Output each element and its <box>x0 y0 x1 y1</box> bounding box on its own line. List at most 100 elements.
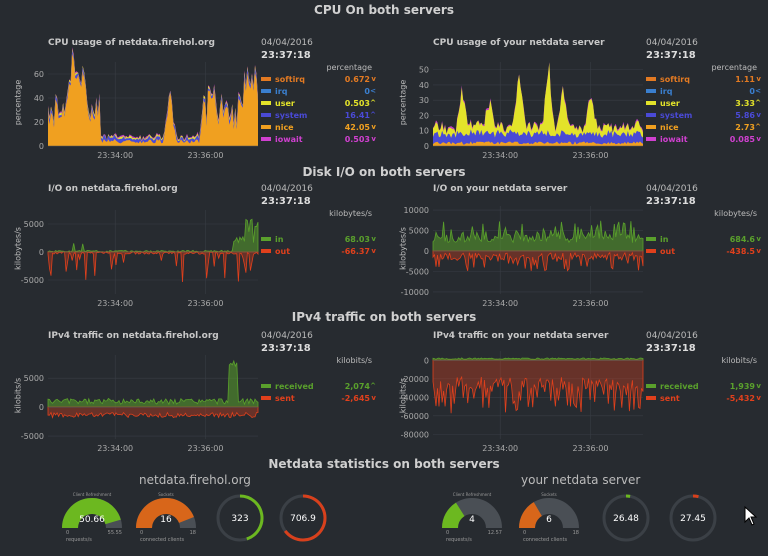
gauge-max: 55.55 <box>108 530 122 536</box>
legend-name: in <box>660 235 669 244</box>
legend-item-irq[interactable]: irq 0 < <box>646 86 761 98</box>
legend-value: 684.6 <box>729 235 755 244</box>
legend-item-system[interactable]: system 5.86 v <box>646 110 761 122</box>
legend-name: system <box>275 111 308 120</box>
legend-item-received[interactable]: received 1,939 v <box>646 381 761 393</box>
chart-ipv4-your-server[interactable]: IPv4 traffic on your netdata server 04/04… <box>385 331 765 473</box>
y-tick-label: 60 <box>34 70 44 79</box>
donut-value: 26.48 <box>613 514 639 524</box>
gauge-min: 0 <box>523 530 526 536</box>
legend-name: nice <box>275 123 294 132</box>
y-tick-label: 0 <box>424 247 429 256</box>
chart-plot-area[interactable]: 0 20 40 60 23:34:00 23:36:00 <box>0 38 260 180</box>
section-title-stats: Netdata statistics on both servers <box>268 457 500 471</box>
legend-item-nice[interactable]: nice 42.05 v <box>261 122 376 134</box>
x-tick-label: 23:34:00 <box>482 299 518 308</box>
chart-plot-area[interactable]: 5000 0 -5000 23:34:00 23:36:00 <box>0 331 260 473</box>
legend-name: user <box>275 99 295 108</box>
legend-value: 68.03 <box>344 235 370 244</box>
legend-item-user[interactable]: user 3.33 ^ <box>646 98 761 110</box>
legend-trend-icon: v <box>756 135 761 143</box>
chart-plot-area[interactable]: 5000 0 -5000 23:34:00 23:36:00 <box>0 184 260 326</box>
y-tick-label: 40 <box>34 94 44 103</box>
legend-swatch <box>646 237 656 241</box>
chart-time: 23:37:18 <box>646 50 696 61</box>
chart-cpu-netdata-firehol[interactable]: CPU usage of netdata.firehol.org 04/04/20… <box>0 38 380 180</box>
gauge-min: 0 <box>140 530 143 536</box>
legend-swatch <box>646 125 656 129</box>
legend-item-iowait[interactable]: iowait 0.085 v <box>646 134 761 146</box>
legend-trend-icon: v <box>756 382 761 390</box>
legend-item-system[interactable]: system 16.41 ^ <box>261 110 376 122</box>
gauge-min: 0 <box>446 530 449 536</box>
chart-title: IPv4 traffic on your netdata server <box>433 331 609 341</box>
legend-swatch <box>261 125 271 129</box>
chart-plot-area[interactable]: 0 10 20 30 40 50 23:34:00 23:36:00 <box>385 38 645 180</box>
chart-cpu-your-server[interactable]: CPU usage of your netdata server 04/04/20… <box>385 38 765 180</box>
chart-date: 04/04/2016 <box>646 184 698 194</box>
chart-time: 23:37:18 <box>261 343 311 354</box>
legend-item-sent[interactable]: sent -5,432 v <box>646 393 761 405</box>
legend-item-iowait[interactable]: iowait 0.503 v <box>261 134 376 146</box>
gauge-value: 6 <box>546 515 552 525</box>
x-tick-label: 23:36:00 <box>573 444 609 453</box>
chart-units: kilobits/s <box>721 356 757 365</box>
gauge-max: 18 <box>190 530 196 536</box>
x-tick-label: 23:34:00 <box>482 444 518 453</box>
legend-name: irq <box>275 87 288 96</box>
chart-title: IPv4 traffic on netdata.firehol.org <box>48 331 219 341</box>
legend-item-in[interactable]: in 684.6 v <box>646 234 761 246</box>
legend-item-out[interactable]: out -438.5 v <box>646 246 761 258</box>
y-tick-label: 10 <box>419 127 429 136</box>
legend-item-nice[interactable]: nice 2.73 ^ <box>646 122 761 134</box>
legend-value: -66.37 <box>341 247 370 256</box>
legend-item-irq[interactable]: irq 0 < <box>261 86 376 98</box>
gauge-max: 12.57 <box>488 530 502 536</box>
legend-item-softirq[interactable]: softirq 0.672 v <box>261 74 376 86</box>
chart-ipv4-netdata-firehol[interactable]: IPv4 traffic on netdata.firehol.org 04/04… <box>0 331 380 473</box>
legend-trend-icon: v <box>756 394 761 402</box>
legend-item-in[interactable]: in 68.03 v <box>261 234 376 246</box>
legend-name: softirq <box>275 75 305 84</box>
chart-plot-area[interactable]: 0 -20000 -40000 -60000 -80000 23:34:00 23:36:0… <box>385 331 645 473</box>
chart-date: 04/04/2016 <box>261 331 313 341</box>
legend-item-out[interactable]: out -66.37 v <box>261 246 376 258</box>
legend-item-softirq[interactable]: softirq 1.11 v <box>646 74 761 86</box>
chart-time: 23:37:18 <box>646 343 696 354</box>
gauge-unit: requests/s <box>446 537 472 543</box>
x-tick-label: 23:36:00 <box>188 444 224 453</box>
y-tick-label: -10000 <box>401 288 429 297</box>
legend-swatch <box>261 113 271 117</box>
section-title-cpu: CPU On both servers <box>314 3 454 17</box>
legend-trend-icon: v <box>756 75 761 83</box>
y-tick-label: 0 <box>39 248 44 257</box>
gauge-value: 50.66 <box>79 515 105 525</box>
chart-plot-area[interactable]: 10000 5000 0 -5000 -10000 23:34:00 23:36:00 <box>385 184 645 326</box>
legend-trend-icon: v <box>756 111 761 119</box>
y-tick-label: 40 <box>419 81 429 90</box>
legend-swatch <box>261 137 271 141</box>
legend-value: 2.73 <box>735 123 755 132</box>
chart-io-netdata-firehol[interactable]: I/O on netdata.firehol.org 04/04/2016 23:3… <box>0 184 380 326</box>
legend-item-received[interactable]: received 2,074 ^ <box>261 381 376 393</box>
legend-trend-icon: v <box>371 135 376 143</box>
legend-item-sent[interactable]: sent -2,645 v <box>261 393 376 405</box>
gauge-title: Client Refreshment <box>73 492 112 497</box>
chart-io-your-server[interactable]: I/O on your netdata server 04/04/2016 23:3… <box>385 184 765 326</box>
legend-name: user <box>660 99 680 108</box>
y-tick-label: -5000 <box>21 432 44 441</box>
chart-units: kilobits/s <box>336 356 372 365</box>
legend-swatch <box>261 101 271 105</box>
y-tick-label: -5000 <box>406 267 429 276</box>
legend-trend-icon: v <box>371 247 376 255</box>
y-tick-label: -5000 <box>21 276 44 285</box>
legend-trend-icon: < <box>370 87 376 95</box>
chart-legend: in 68.03 v out -66.37 v <box>261 234 376 258</box>
legend-item-user[interactable]: user 0.503 ^ <box>261 98 376 110</box>
y-tick-label: -20000 <box>401 375 429 384</box>
chart-title: I/O on netdata.firehol.org <box>48 184 178 194</box>
chart-date: 04/04/2016 <box>261 184 313 194</box>
y-tick-label: 0 <box>39 142 44 151</box>
donut-value: 323 <box>231 514 248 524</box>
legend-swatch <box>646 137 656 141</box>
